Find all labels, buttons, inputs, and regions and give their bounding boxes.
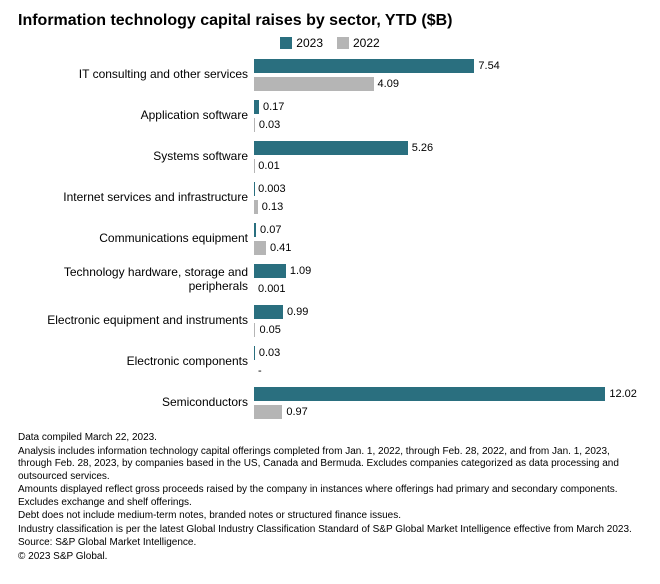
chart-row: Semiconductors 12.02 0.97 bbox=[18, 382, 642, 423]
value-label-2022: 4.09 bbox=[378, 78, 399, 90]
value-label-2022: 0.001 bbox=[258, 283, 286, 295]
bar-rect-2022 bbox=[254, 323, 255, 337]
chart-row: Technology hardware, storage and periphe… bbox=[18, 259, 642, 300]
category-label: Communications equipment bbox=[18, 232, 254, 245]
category-label: Technology hardware, storage and periphe… bbox=[18, 266, 254, 292]
footnote-line: Amounts displayed reflect gross proceeds… bbox=[18, 484, 642, 509]
footnote-line: Industry classification is per the lates… bbox=[18, 524, 642, 537]
bar-2022: 0.13 bbox=[254, 199, 642, 215]
bar-2023: 0.003 bbox=[254, 181, 642, 197]
bars-group: 0.003 0.13 bbox=[254, 177, 642, 218]
value-label-2022: - bbox=[258, 365, 262, 377]
value-label-2022: 0.05 bbox=[259, 324, 280, 336]
bar-2022: - bbox=[254, 363, 642, 379]
bars-group: 0.03 - bbox=[254, 341, 642, 382]
bar-2023: 12.02 bbox=[254, 386, 642, 402]
bar-rect-2023 bbox=[254, 223, 256, 237]
category-label: Electronic equipment and instruments bbox=[18, 314, 254, 327]
value-label-2022: 0.97 bbox=[286, 406, 307, 418]
bars-group: 1.09 0.001 bbox=[254, 259, 642, 300]
bars-group: 5.26 0.01 bbox=[254, 136, 642, 177]
bar-2023: 0.07 bbox=[254, 222, 642, 238]
legend: 2023 2022 bbox=[18, 36, 642, 50]
bar-rect-2022 bbox=[254, 77, 374, 91]
bar-2023: 0.03 bbox=[254, 345, 642, 361]
value-label-2022: 0.03 bbox=[259, 119, 280, 131]
bar-2023: 7.54 bbox=[254, 58, 642, 74]
bar-rect-2022 bbox=[254, 405, 282, 419]
bars-group: 0.17 0.03 bbox=[254, 95, 642, 136]
bar-rect-2022 bbox=[254, 200, 258, 214]
bar-2022: 0.97 bbox=[254, 404, 642, 420]
legend-swatch-2022 bbox=[337, 37, 349, 49]
bar-rect-2023 bbox=[254, 264, 286, 278]
footnote-line: Source: S&P Global Market Intelligence. bbox=[18, 537, 642, 550]
bars-group: 12.02 0.97 bbox=[254, 382, 642, 423]
footnote-line: Analysis includes information technology… bbox=[18, 446, 642, 484]
value-label-2022: 0.13 bbox=[262, 201, 283, 213]
chart-row: Electronic equipment and instruments0.99… bbox=[18, 300, 642, 341]
bar-rect-2023 bbox=[254, 305, 283, 319]
chart-row: Electronic components 0.03 - bbox=[18, 341, 642, 382]
value-label-2023: 12.02 bbox=[609, 388, 637, 400]
value-label-2023: 5.26 bbox=[412, 142, 433, 154]
legend-label-2022: 2022 bbox=[353, 36, 380, 50]
value-label-2023: 0.07 bbox=[260, 224, 281, 236]
bar-rect-2023 bbox=[254, 100, 259, 114]
value-label-2023: 0.17 bbox=[263, 101, 284, 113]
value-label-2023: 1.09 bbox=[290, 265, 311, 277]
footnote-line: Debt does not include medium-term notes,… bbox=[18, 510, 642, 523]
category-label: Semiconductors bbox=[18, 396, 254, 409]
category-label: Systems software bbox=[18, 150, 254, 163]
chart-row: Communications equipment 0.07 0.41 bbox=[18, 218, 642, 259]
footnote-line: © 2023 S&P Global. bbox=[18, 551, 642, 564]
footnote-line: Data compiled March 22, 2023. bbox=[18, 432, 642, 445]
bar-2022: 0.01 bbox=[254, 158, 642, 174]
bar-rect-2023 bbox=[254, 141, 408, 155]
bar-2022: 0.05 bbox=[254, 322, 642, 338]
value-label-2023: 0.003 bbox=[258, 183, 286, 195]
category-label: Internet services and infrastructure bbox=[18, 191, 254, 204]
bar-rect-2023 bbox=[254, 59, 474, 73]
chart-title: Information technology capital raises by… bbox=[18, 12, 642, 30]
category-label: IT consulting and other services bbox=[18, 68, 254, 81]
bar-2023: 0.17 bbox=[254, 99, 642, 115]
legend-item-2023: 2023 bbox=[280, 36, 323, 50]
bars-group: 0.99 0.05 bbox=[254, 300, 642, 341]
legend-label-2023: 2023 bbox=[296, 36, 323, 50]
bar-rect-2023 bbox=[254, 346, 255, 360]
value-label-2023: 0.03 bbox=[259, 347, 280, 359]
chart-page: Information technology capital raises by… bbox=[0, 0, 660, 584]
bar-2022: 0.41 bbox=[254, 240, 642, 256]
bar-2023: 0.99 bbox=[254, 304, 642, 320]
bars-group: 0.07 0.41 bbox=[254, 218, 642, 259]
bar-2022: 4.09 bbox=[254, 76, 642, 92]
bar-rect-2022 bbox=[254, 118, 255, 132]
chart-row: Internet services and infrastructure0.00… bbox=[18, 177, 642, 218]
legend-item-2022: 2022 bbox=[337, 36, 380, 50]
chart-area: IT consulting and other services 7.54 4.09… bbox=[18, 54, 642, 424]
category-label: Application software bbox=[18, 109, 254, 122]
bar-rect-2022 bbox=[254, 241, 266, 255]
value-label-2023: 7.54 bbox=[478, 60, 499, 72]
value-label-2023: 0.99 bbox=[287, 306, 308, 318]
bar-2023: 5.26 bbox=[254, 140, 642, 156]
bar-2023: 1.09 bbox=[254, 263, 642, 279]
value-label-2022: 0.41 bbox=[270, 242, 291, 254]
chart-row: IT consulting and other services 7.54 4.09 bbox=[18, 54, 642, 95]
footnotes: Data compiled March 22, 2023.Analysis in… bbox=[18, 432, 642, 563]
legend-swatch-2023 bbox=[280, 37, 292, 49]
value-label-2022: 0.01 bbox=[258, 160, 279, 172]
bar-2022: 0.001 bbox=[254, 281, 642, 297]
bars-group: 7.54 4.09 bbox=[254, 54, 642, 95]
bar-rect-2023 bbox=[254, 387, 605, 401]
category-label: Electronic components bbox=[18, 355, 254, 368]
chart-row: Systems software 5.26 0.01 bbox=[18, 136, 642, 177]
chart-row: Application software 0.17 0.03 bbox=[18, 95, 642, 136]
bar-2022: 0.03 bbox=[254, 117, 642, 133]
